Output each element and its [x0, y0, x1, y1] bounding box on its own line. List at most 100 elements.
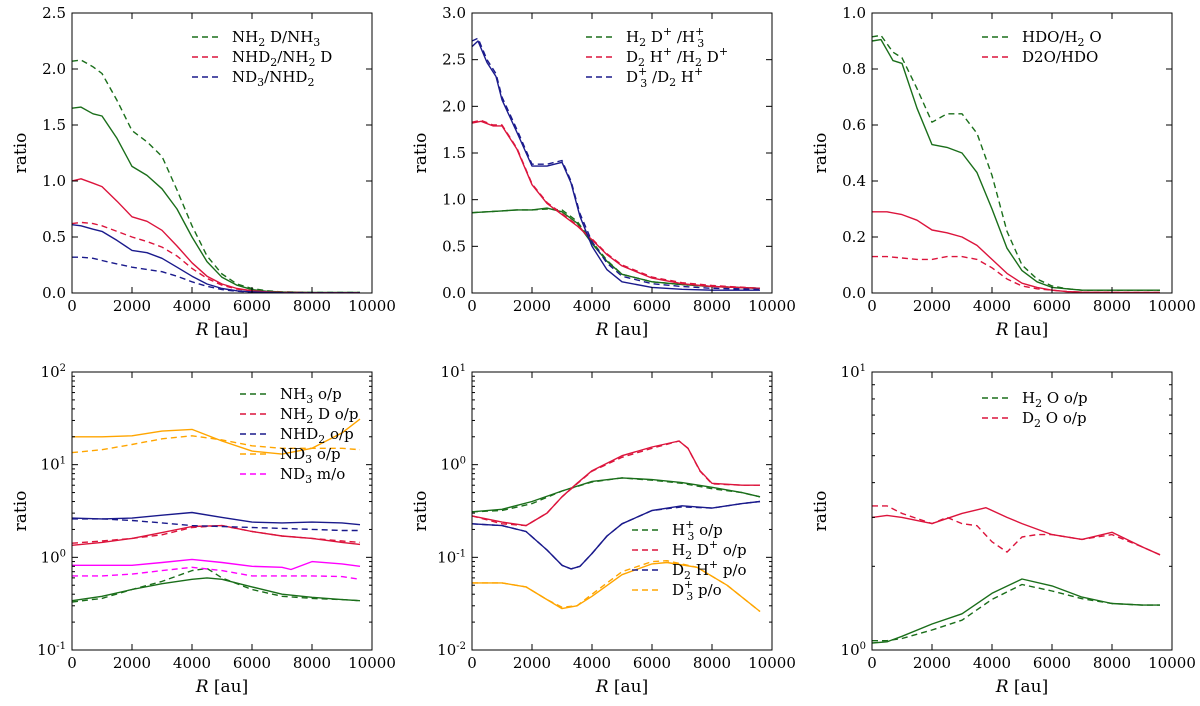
- series-line-nhd2-o-p-solid-: [72, 511, 361, 526]
- legend-label: NH3 o/p: [280, 385, 342, 406]
- series-line-nh3-o-p-solid-: [72, 577, 361, 602]
- legend-entry: NHD2 o/p: [240, 425, 354, 446]
- panel-p3: 0 2000 4000 6000 8000 10000 0.0 0.2 0.4 0.6 0.8 1.0…: [811, 4, 1196, 340]
- y-axis-label: ratio: [11, 491, 31, 532]
- series-group: [872, 34, 1160, 293]
- panel-p5: 0 2000 4000 6000 8000 10000 10-2 10-1 100 101 R [a…: [411, 363, 796, 697]
- series-line-nh2d-nh3: [72, 59, 360, 293]
- x-tick-label: 4000: [973, 297, 1011, 315]
- y-tick-label: 102: [41, 363, 66, 381]
- x-tick-label: 4000: [973, 654, 1011, 672]
- x-axis-label: R [au]: [995, 677, 1049, 697]
- y-tick-label: 0.0: [842, 284, 866, 302]
- legend-entry: D2 H+ /H2 D+: [586, 45, 728, 69]
- x-tick-label: 0: [867, 297, 877, 315]
- legend-entry: NH2 D/NH3: [192, 28, 320, 49]
- series-group: [472, 37, 761, 291]
- x-axis-label: R [au]: [195, 320, 249, 340]
- x-tick-label: 6000: [233, 297, 271, 315]
- legend-entry: ND3 o/p: [240, 445, 341, 466]
- x-tick-label: 10000: [748, 654, 796, 672]
- y-tick-label: 1.0: [842, 4, 866, 22]
- series-line-d2o-hdo-solid-: [872, 211, 1160, 293]
- x-tick-label: 8000: [693, 654, 731, 672]
- x-tick-label: 10000: [348, 297, 396, 315]
- panel-p6: 0 2000 4000 6000 8000 10000 100 101 R [au] ratio H…: [811, 363, 1196, 697]
- legend-entry: NHD2/NH2 D: [192, 48, 332, 69]
- legend-label: D2 O o/p: [1022, 409, 1087, 430]
- y-tick-label: 100: [441, 456, 466, 474]
- series-line-h2o-o-p-solid-: [872, 578, 1160, 644]
- plot-frame: [871, 371, 1173, 651]
- legend-label: D+ 3 p/o: [672, 578, 722, 603]
- series-line-nd3-nhd2: [72, 256, 360, 293]
- series-line-nd3-m-o: [72, 566, 361, 580]
- legend-label: NH2 D o/p: [280, 405, 358, 426]
- series-line-hdo-h2o: [872, 34, 1160, 291]
- series-line-nd3-o-p-solid-: [72, 418, 361, 455]
- series-line-h2d-h3-solid-: [472, 207, 761, 289]
- legend-label: D2O/HDO: [1022, 48, 1098, 66]
- y-tick-label: 1.5: [42, 116, 66, 134]
- x-tick-label: 4000: [173, 297, 211, 315]
- x-tick-label: 6000: [233, 654, 271, 672]
- y-tick-label: 0.2: [842, 228, 866, 246]
- y-tick-label: 1.5: [442, 144, 466, 162]
- plot-frame: [71, 371, 373, 651]
- x-tick-label: 8000: [693, 297, 731, 315]
- legend-label: ND3 o/p: [280, 445, 341, 466]
- x-tick-label: 8000: [293, 297, 331, 315]
- x-tick-label: 10000: [348, 654, 396, 672]
- y-tick-label: 3.0: [442, 4, 466, 22]
- series-line-nh3-o-p: [72, 567, 361, 603]
- x-tick-label: 0: [467, 297, 477, 315]
- legend-entry: ND3/NHD2: [192, 68, 314, 89]
- series-line-nhd2-o-p: [72, 518, 360, 532]
- plot-frame: [471, 371, 773, 651]
- series-line-d2o-o-p-solid-: [872, 507, 1161, 556]
- series-line-d2o-o-p: [872, 505, 1161, 556]
- series-line-d3-d2h-: [472, 37, 761, 290]
- legend-label: H+ 3 o/p: [672, 518, 723, 543]
- x-tick-label: 4000: [573, 654, 611, 672]
- legend-entry: D+ 3 /D2 H+: [586, 65, 703, 90]
- x-axis-label: R [au]: [995, 320, 1049, 340]
- y-tick-label: 101: [841, 363, 866, 381]
- x-tick-label: 8000: [1093, 654, 1131, 672]
- x-tick-label: 2000: [913, 654, 951, 672]
- series-line-h2d-o-p-solid-: [472, 440, 760, 527]
- legend-entry: ND3 m/o: [240, 465, 345, 486]
- series-line-nhd2-nh2d-solid-: [72, 178, 360, 293]
- x-tick-label: 0: [867, 654, 877, 672]
- y-axis-label: ratio: [811, 133, 831, 174]
- series-group: [472, 440, 761, 613]
- x-tick-label: 6000: [633, 297, 671, 315]
- y-axis-label: ratio: [411, 133, 431, 174]
- x-axis-label: R [au]: [195, 677, 249, 697]
- y-tick-label: 2.5: [42, 4, 66, 22]
- x-tick-label: 2000: [513, 654, 551, 672]
- x-tick-label: 10000: [1148, 297, 1196, 315]
- x-tick-label: 10000: [1148, 654, 1196, 672]
- series-line-h3-o-p-solid-: [472, 477, 761, 513]
- x-tick-label: 8000: [293, 654, 331, 672]
- y-tick-label: 2.0: [442, 97, 466, 115]
- x-tick-label: 2000: [113, 654, 151, 672]
- legend-label: H2 O o/p: [1022, 389, 1088, 410]
- legend-label: H2 D+ /H+ 3: [626, 25, 704, 50]
- y-tick-label: 10-1: [437, 548, 466, 566]
- y-tick-label: 101: [41, 456, 66, 474]
- x-tick-label: 0: [467, 654, 477, 672]
- x-tick-label: 2000: [113, 297, 151, 315]
- y-tick-label: 2.5: [442, 51, 466, 69]
- y-tick-label: 0.5: [442, 237, 466, 255]
- x-tick-label: 10000: [748, 297, 796, 315]
- y-tick-label: 101: [441, 363, 466, 381]
- y-tick-label: 0.0: [442, 284, 466, 302]
- legend-entry: H+ 3 o/p: [632, 518, 723, 543]
- y-tick-label: 0.6: [842, 116, 866, 134]
